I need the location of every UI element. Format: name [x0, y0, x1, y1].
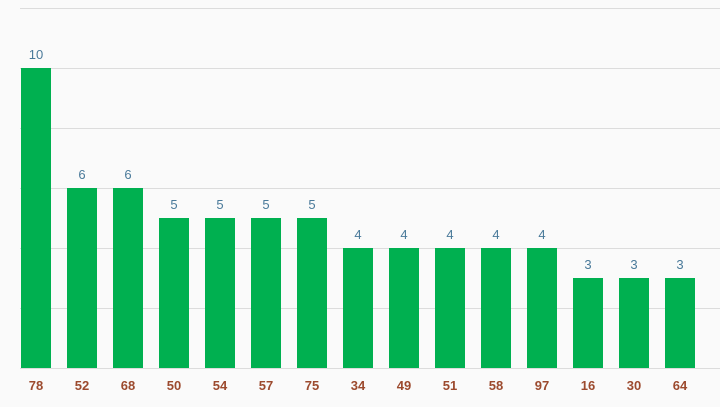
bar-50: [159, 218, 189, 368]
bar-52: [67, 188, 97, 368]
category-label: 97: [535, 378, 549, 393]
bars: [21, 68, 695, 368]
value-label: 4: [354, 227, 361, 242]
bar-30: [619, 278, 649, 368]
bar-51: [435, 248, 465, 368]
category-label: 54: [213, 378, 228, 393]
category-label: 52: [75, 378, 89, 393]
category-label: 58: [489, 378, 503, 393]
category-label: 64: [673, 378, 688, 393]
value-label: 6: [78, 167, 85, 182]
value-label: 5: [216, 197, 223, 212]
bar-54: [205, 218, 235, 368]
category-label: 34: [351, 378, 366, 393]
bar-75: [297, 218, 327, 368]
value-label: 5: [170, 197, 177, 212]
value-label: 4: [538, 227, 545, 242]
category-label: 51: [443, 378, 457, 393]
value-label: 4: [492, 227, 499, 242]
category-label: 49: [397, 378, 411, 393]
bar-34: [343, 248, 373, 368]
category-label: 50: [167, 378, 181, 393]
bar-68: [113, 188, 143, 368]
bar-58: [481, 248, 511, 368]
value-label: 4: [446, 227, 453, 242]
category-label: 75: [305, 378, 319, 393]
value-label: 3: [676, 257, 683, 272]
value-label: 4: [400, 227, 407, 242]
bar-97: [527, 248, 557, 368]
value-label: 5: [262, 197, 269, 212]
category-label: 68: [121, 378, 135, 393]
value-labels: 10 6 6 5 5 5 5 4 4 4 4 4 3 3 3: [29, 47, 684, 272]
value-label: 5: [308, 197, 315, 212]
value-label: 10: [29, 47, 43, 62]
bar-78: [21, 68, 51, 368]
value-label: 3: [630, 257, 637, 272]
category-label: 57: [259, 378, 273, 393]
category-labels: 78 52 68 50 54 57 75 34 49 51 58 97 16 30 64: [29, 378, 688, 393]
category-label: 30: [627, 378, 641, 393]
category-label: 78: [29, 378, 43, 393]
category-label: 16: [581, 378, 595, 393]
value-label: 6: [124, 167, 131, 182]
value-label: 3: [584, 257, 591, 272]
bar-16: [573, 278, 603, 368]
bar-49: [389, 248, 419, 368]
bar-57: [251, 218, 281, 368]
bar-64: [665, 278, 695, 368]
